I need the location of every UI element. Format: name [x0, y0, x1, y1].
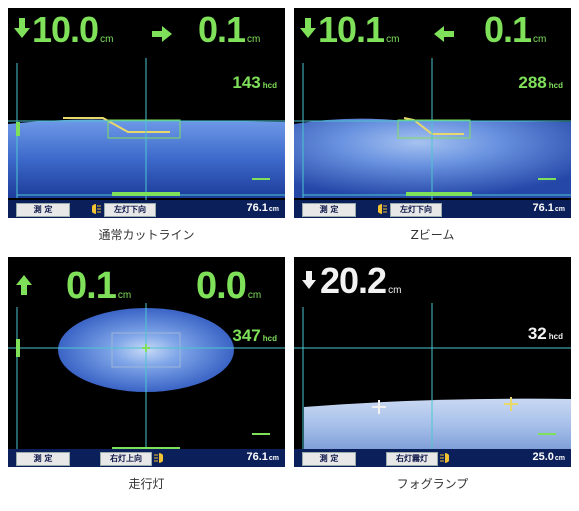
status-bar: 測 定 左灯下向 76.1cm: [8, 200, 285, 218]
status-bar: 測 定 左灯下向 76.1cm: [294, 200, 571, 218]
down-arrow-icon: [300, 18, 316, 38]
headlight-icon: [92, 204, 101, 214]
target-box: [107, 119, 181, 139]
right-marker: [504, 397, 518, 411]
up-arrow-icon: [16, 275, 32, 295]
lamp-mode-button[interactable]: 右灯上向: [100, 452, 152, 466]
horizontal-level-bar: [112, 192, 180, 196]
lamp-mode-button[interactable]: 左灯下向: [390, 203, 442, 217]
horizontal-level-bar: [406, 192, 472, 196]
beam-pattern-view: [294, 58, 571, 200]
target-box: [397, 119, 471, 139]
vertical-level-bar: [16, 339, 20, 357]
right-arrow-icon: [152, 26, 172, 42]
cutline: [403, 117, 464, 135]
intensity-readout: 288 hcd: [518, 73, 563, 92]
caption-z-beam: Zビーム: [410, 228, 455, 242]
screen-normal-cutline: 10.0 cm 0.1 cm 143 hcd 測 定 左灯下向 76.1cm: [8, 8, 285, 218]
distance-readout: 25.0cm: [532, 451, 565, 463]
screen-z-beam: 10.1 cm 0.1 cm 288 hcd 測 定 左灯下向 76.1cm: [294, 8, 571, 218]
horizontal-value: 0.0 cm: [196, 265, 262, 307]
left-marker: [372, 400, 386, 414]
vertical-value: 20.2 cm: [320, 260, 402, 301]
cutline: [63, 117, 170, 133]
caption-normal-cutline: 通常カットライン: [98, 228, 195, 242]
lamp-mode-button[interactable]: 左灯下向: [104, 203, 156, 217]
mode-button[interactable]: 測 定: [16, 203, 70, 217]
down-arrow-icon: [302, 271, 316, 289]
left-arrow-icon: [434, 26, 454, 42]
intensity-readout: 32 hcd: [527, 324, 563, 343]
headlight-icon: [378, 204, 387, 214]
intensity-readout: 347 hcd: [232, 326, 277, 345]
caption-fog-lamp: フォグランプ: [396, 477, 469, 491]
vertical-level-bar: [16, 122, 20, 136]
beam-pattern-view: [8, 58, 285, 200]
status-bar: 測 定 右灯霧灯 25.0cm: [294, 449, 571, 467]
vertical-value: 10.0 cm: [32, 9, 114, 50]
distance-readout: 76.1cm: [246, 451, 279, 463]
down-arrow-icon: [14, 18, 30, 38]
headlight-icon: [440, 453, 449, 463]
headlight-icon: [154, 453, 163, 463]
caption-driving-lamp: 走行灯: [128, 477, 165, 491]
vertical-value: 0.1 cm: [66, 265, 132, 307]
distance-readout: 76.1cm: [532, 202, 565, 214]
mode-button[interactable]: 測 定: [16, 452, 70, 466]
horizontal-value: 0.1 cm: [198, 9, 261, 50]
vertical-value: 10.1 cm: [318, 9, 400, 50]
screen-fog-lamp: 20.2 cm 32 hcd 測 定 右灯霧灯 25.0cm: [294, 257, 571, 467]
distance-readout: 76.1cm: [246, 202, 279, 214]
mode-button[interactable]: 測 定: [302, 203, 356, 217]
horizontal-value: 0.1 cm: [484, 9, 547, 50]
lamp-mode-button[interactable]: 右灯霧灯: [386, 452, 438, 466]
intensity-readout: 143 hcd: [232, 73, 277, 92]
mode-button[interactable]: 測 定: [302, 452, 356, 466]
beam-light-area: [304, 398, 571, 453]
hotspot-marker: [142, 344, 150, 352]
status-bar: 測 定 右灯上向 76.1cm: [8, 449, 285, 467]
screen-driving-lamp: 0.1 cm 0.0 cm 347 hcd 測 定 右灯上向 76.1cm: [8, 257, 285, 467]
